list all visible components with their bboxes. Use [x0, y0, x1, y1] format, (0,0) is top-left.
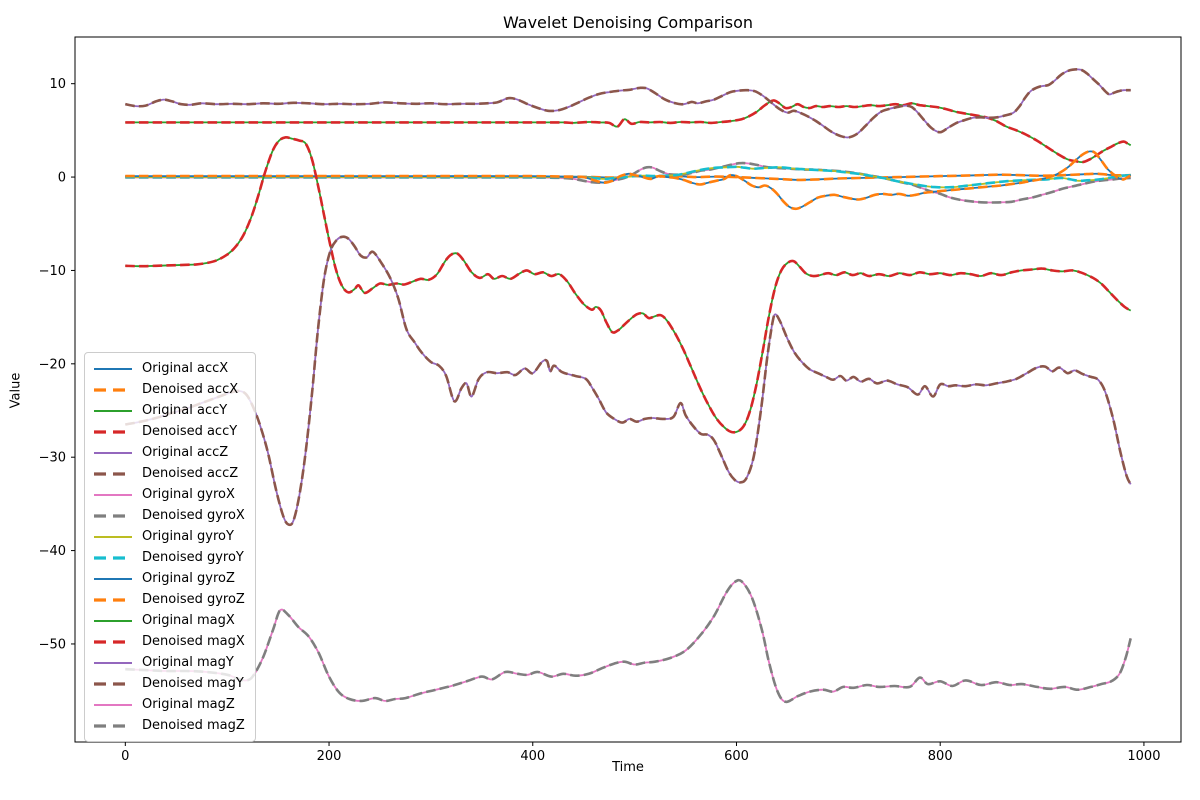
legend-item-denoised-gyroZ: Denoised gyroZ	[93, 589, 245, 610]
legend-item-original-accY: Original accY	[93, 400, 245, 421]
legend-label: Denoised magY	[142, 676, 244, 691]
legend-line-sample	[94, 555, 132, 560]
line-denoised-gyroY	[125, 165, 1131, 189]
legend-label: Original gyroX	[142, 487, 235, 502]
line-denoised-accY	[125, 99, 1132, 164]
line-denoised-gyroZ	[125, 150, 1132, 211]
legend-label: Original magZ	[142, 697, 235, 712]
chart-title: Wavelet Denoising Comparison	[502, 13, 754, 32]
legend-label: Denoised accX	[142, 382, 239, 397]
legend-label: Original accZ	[142, 445, 229, 460]
x-tick-label: 600	[724, 749, 749, 764]
legend-line-sample	[94, 681, 132, 686]
plot-area	[125, 68, 1132, 704]
legend-item-original-magZ: Original magZ	[93, 694, 245, 715]
y-tick-label: −10	[39, 264, 66, 279]
legend-label: Denoised gyroZ	[142, 592, 245, 607]
y-tick-label: −20	[39, 357, 66, 372]
legend-label: Original gyroY	[142, 529, 234, 544]
line-original-magY	[125, 235, 1132, 526]
legend-label: Denoised gyroX	[142, 508, 245, 523]
legend-line-sample	[94, 723, 132, 728]
y-tick-label: −40	[39, 544, 66, 559]
x-tick-label: 0	[121, 749, 129, 764]
y-tick-label: −30	[39, 451, 66, 466]
legend-item-original-gyroY: Original gyroY	[93, 526, 245, 547]
x-tick-label: 800	[928, 749, 953, 764]
legend-item-denoised-accZ: Denoised accZ	[93, 463, 245, 484]
legend-label: Denoised gyroY	[142, 550, 244, 565]
line-denoised-magX	[125, 136, 1132, 434]
legend-line-sample	[94, 535, 132, 538]
legend-line-sample	[94, 639, 132, 644]
legend-item-denoised-gyroX: Denoised gyroX	[93, 505, 245, 526]
legend-item-denoised-accY: Denoised accY	[93, 421, 245, 442]
axes-spines	[74, 36, 1182, 743]
legend-line-sample	[94, 387, 132, 392]
legend-item-denoised-accX: Denoised accX	[93, 379, 245, 400]
legend-item-denoised-magY: Denoised magY	[93, 673, 245, 694]
x-tick-label: 400	[520, 749, 545, 764]
legend: Original accX Denoised accX Original accY D…	[84, 352, 256, 742]
legend-line-sample	[94, 703, 132, 706]
line-original-gyroX	[125, 162, 1131, 204]
legend-label: Denoised magZ	[142, 718, 245, 733]
y-tick-label: 10	[49, 77, 66, 92]
x-tick-label: 1000	[1127, 749, 1160, 764]
y-axis-label: Value	[8, 372, 24, 409]
legend-item-original-accZ: Original accZ	[93, 442, 245, 463]
legend-label: Original magX	[142, 613, 235, 628]
legend-label: Original accX	[142, 361, 229, 376]
legend-line-sample	[94, 429, 132, 434]
legend-line-sample	[94, 513, 132, 518]
legend-line-sample	[94, 409, 132, 412]
legend-line-sample	[94, 493, 132, 496]
legend-label: Original accY	[142, 403, 228, 418]
legend-item-denoised-gyroY: Denoised gyroY	[93, 547, 245, 568]
legend-label: Denoised magX	[142, 634, 245, 649]
legend-line-sample	[94, 577, 132, 580]
line-denoised-magY	[125, 235, 1132, 527]
line-denoised-magZ	[125, 578, 1132, 704]
legend-label: Original gyroZ	[142, 571, 235, 586]
legend-label: Denoised accY	[142, 424, 238, 439]
legend-item-denoised-magZ: Denoised magZ	[93, 715, 245, 736]
legend-item-original-magY: Original magY	[93, 652, 245, 673]
legend-item-original-gyroZ: Original gyroZ	[93, 568, 245, 589]
x-axis-label: Time	[612, 760, 644, 775]
legend-item-original-gyroX: Original gyroX	[93, 484, 245, 505]
line-denoised-accZ	[125, 68, 1131, 139]
legend-line-sample	[94, 661, 132, 664]
legend-item-original-magX: Original magX	[93, 610, 245, 631]
legend-label: Denoised accZ	[142, 466, 239, 481]
legend-label: Original magY	[142, 655, 234, 670]
y-tick-label: 0	[58, 171, 66, 186]
y-tick-label: −50	[39, 637, 66, 652]
legend-item-original-accX: Original accX	[93, 358, 245, 379]
legend-line-sample	[94, 619, 132, 622]
line-denoised-gyroX	[125, 161, 1131, 204]
legend-line-sample	[94, 451, 132, 454]
legend-line-sample	[94, 597, 132, 602]
line-original-gyroZ	[125, 150, 1132, 210]
legend-line-sample	[94, 471, 132, 476]
legend-item-denoised-magX: Denoised magX	[93, 631, 245, 652]
line-original-accY	[125, 99, 1132, 164]
x-tick-label: 200	[317, 749, 342, 764]
line-original-magX	[125, 136, 1132, 434]
legend-line-sample	[94, 367, 132, 370]
